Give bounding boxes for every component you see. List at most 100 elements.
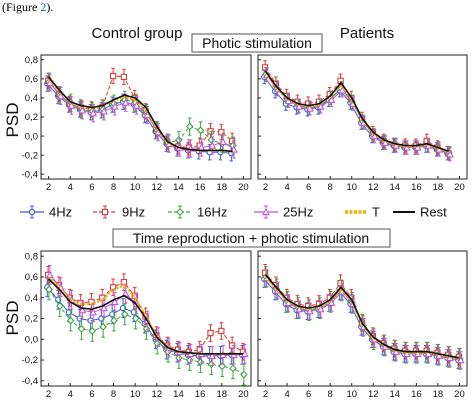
x-tick-label: 8	[328, 389, 333, 400]
x-tick-label: 12	[152, 182, 163, 193]
y-axis-label-top: PSD	[3, 103, 22, 138]
panel-time-photic-control: 2 4 6 8 10 12 14 16 18 20 -0,4 -0,2 0,0 0,2 0,4 0,6 0,8	[22, 250, 252, 400]
caption-prefix: (Figure	[2, 0, 40, 14]
legend-marker	[101, 208, 109, 216]
data-point	[77, 324, 86, 333]
x-tick-label: 20	[454, 182, 465, 193]
data-point	[306, 104, 314, 112]
data-point	[370, 131, 379, 140]
legend-item-rest: Rest	[393, 205, 447, 220]
x-tick-label: 4	[284, 182, 289, 193]
y-tick-label: 0,0	[25, 131, 38, 142]
data-point	[131, 314, 140, 323]
data-point	[456, 355, 465, 364]
legend: 4Hz 9Hz 16Hz 25Hz T Rest	[20, 205, 447, 220]
y-tick-label: -0,4	[22, 376, 38, 387]
x-tick-label: 16	[195, 182, 206, 193]
data-point	[78, 106, 87, 114]
x-tick-label: 18	[433, 182, 444, 193]
data-point	[295, 102, 304, 110]
data-point	[327, 95, 336, 103]
series-rest	[264, 274, 460, 359]
y-tick-label: -0,2	[22, 355, 38, 366]
y-tick-label: 0,8	[25, 251, 38, 262]
x-tick-label: 14	[173, 389, 184, 400]
data-point	[121, 98, 130, 106]
data-point	[207, 360, 216, 369]
legend-item-4hz: 4Hz	[20, 205, 72, 220]
legend-marker	[28, 208, 36, 216]
x-tick-label: 4	[68, 182, 73, 193]
data-point	[56, 91, 65, 100]
figure-link[interactable]: 2	[40, 0, 46, 14]
data-point	[121, 310, 129, 319]
x-tick-label: 2	[46, 182, 51, 193]
x-tick-label: 6	[306, 182, 311, 193]
x-tick-label: 20	[454, 389, 465, 400]
series-line-rest	[264, 274, 460, 359]
series-rest	[264, 70, 449, 153]
y-tick-label: 0,6	[25, 74, 38, 85]
legend-item-16hz: 16Hz	[168, 205, 227, 220]
legend-item-t: T	[345, 205, 380, 220]
x-tick-label: 16	[411, 182, 422, 193]
series-line-rest	[48, 278, 244, 355]
section-title-top: Photic stimulation	[202, 35, 312, 51]
y-tick-label: -0,4	[22, 169, 38, 180]
x-tick-label: 12	[152, 389, 163, 400]
y-tick-label: -0,2	[22, 150, 38, 161]
data-point	[100, 303, 108, 312]
x-tick-label: 6	[89, 182, 94, 193]
data-point	[110, 102, 119, 110]
data-point	[56, 302, 64, 311]
y-tick-label: 0,4	[25, 93, 38, 104]
series-line-rest	[264, 70, 449, 153]
x-tick-label: 18	[216, 182, 227, 193]
legend-label: Rest	[420, 205, 447, 220]
caption: (Figure 2).	[2, 0, 53, 14]
x-tick-label: 12	[368, 182, 379, 193]
data-point	[219, 137, 227, 145]
data-point	[109, 72, 117, 80]
legend-marker	[176, 207, 184, 217]
x-tick-label: 10	[346, 389, 357, 400]
data-point	[132, 101, 141, 109]
data-point	[89, 308, 98, 316]
x-tick-label: 16	[411, 389, 422, 400]
data-point	[89, 109, 98, 117]
x-tick-label: 16	[195, 389, 206, 400]
data-point	[446, 150, 454, 158]
data-point	[229, 364, 237, 373]
legend-marker	[262, 207, 270, 216]
x-tick-label: 14	[173, 182, 184, 193]
y-tick-label: 0,0	[25, 334, 38, 345]
x-tick-label: 10	[130, 389, 141, 400]
legend-item-9hz: 9Hz	[93, 205, 145, 220]
data-point	[196, 346, 203, 353]
x-tick-label: 14	[390, 389, 401, 400]
x-tick-label: 8	[111, 182, 116, 193]
x-tick-label: 6	[89, 389, 94, 400]
data-point	[66, 316, 75, 325]
data-point	[240, 370, 248, 379]
panel-time-photic-patients: 2 4 6 8 10 12 14 16 18 20	[257, 250, 468, 400]
y-tick-label: 0,2	[25, 112, 38, 123]
legend-label: 16Hz	[197, 205, 227, 220]
data-point	[316, 102, 325, 110]
data-point	[306, 307, 314, 315]
data-point	[45, 285, 53, 294]
column-title-control-top: Control group	[92, 25, 183, 42]
legend-item-25hz: 25Hz	[254, 205, 313, 220]
legend-label: 25Hz	[283, 205, 313, 220]
series-line-t	[47, 276, 244, 355]
data-point	[88, 326, 97, 335]
caption-suffix: ).	[46, 0, 53, 14]
series-rest	[48, 278, 244, 355]
section-title-bottom: Time reproduction + photic stimulation	[133, 230, 369, 246]
panel-photic-patients: 2 4 6 8 10 12 14 16 18 20	[257, 54, 468, 193]
column-title-patients-top: Patients	[340, 25, 394, 42]
data-point	[109, 284, 117, 291]
x-tick-label: 10	[130, 182, 141, 193]
x-tick-label: 18	[433, 389, 444, 400]
